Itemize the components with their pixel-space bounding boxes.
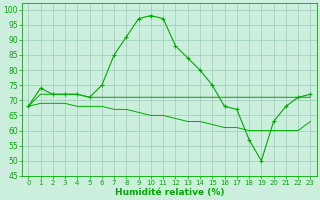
- X-axis label: Humidité relative (%): Humidité relative (%): [115, 188, 224, 197]
